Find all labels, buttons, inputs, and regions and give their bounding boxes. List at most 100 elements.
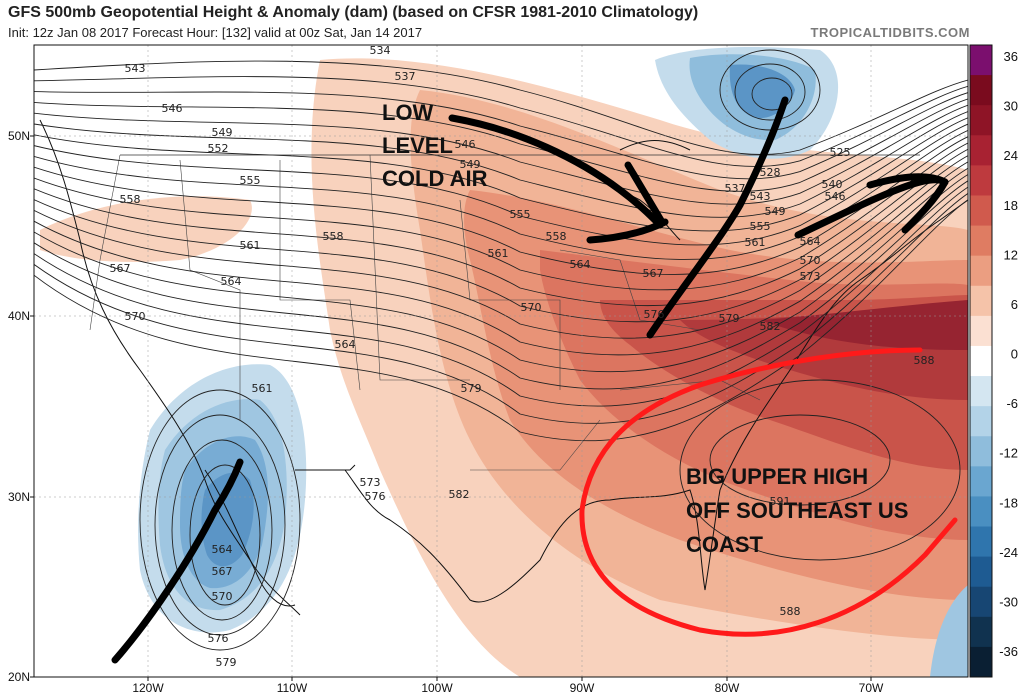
map-subtitle: Init: 12z Jan 08 2017 Forecast Hour: [13… [8,25,423,40]
contour-label: 582 [449,488,470,501]
contour-label: 576 [208,632,229,645]
contour-label: 549 [460,158,481,171]
colorbar [969,44,993,678]
contour-label: 558 [546,230,567,243]
upper-high-circle [579,347,958,637]
high-contour [709,414,891,506]
contour-label: 564 [335,338,356,351]
contour-label: 543 [125,62,146,75]
cold-air-arrow-1-head [586,218,669,244]
high-contour [679,379,961,561]
colorbar-swatch [970,616,992,648]
height-contour [34,91,968,180]
contour-label: 534 [370,44,391,57]
colorbar-label: -6 [1006,396,1018,411]
contour-label: 576 [365,490,386,503]
latitude-axis: 50N 40N 30N 20N [8,129,34,684]
contour-label: 528 [760,166,781,179]
height-contour [34,199,968,442]
contour-label: 567 [212,565,233,578]
height-contour [34,111,968,218]
colorbar-label: -12 [999,446,1018,461]
annotation-low: LOW [382,100,434,125]
colorbar-label: 12 [1004,247,1018,262]
contour-label: 576 [644,308,665,321]
brand-watermark: TROPICALTIDBITS.COM [810,25,970,40]
contour-label: 567 [643,267,664,280]
contour-label: 537 [395,70,416,83]
contour-label: 558 [323,230,344,243]
height-contour [34,174,968,373]
height-contour [34,98,968,192]
contour-label: 579 [461,382,482,395]
annotation-cold-air: COLD AIR [382,166,488,191]
lon-label: 110W [277,681,308,695]
map-frame [33,44,969,678]
lon-label: 100W [421,681,453,695]
colorbar-swatch [970,406,992,437]
colorbar-swatch [970,135,992,166]
low-contour [719,49,821,131]
coastlines [39,119,968,616]
contour-label: 549 [765,205,786,218]
contour-label: 555 [240,174,261,187]
colorbar-label: 24 [1004,148,1018,163]
contour-label: 549 [212,126,233,139]
colorbar-swatch [970,225,992,257]
colorbar-swatch [970,496,992,528]
height-contour [34,76,968,167]
contour-label: 546 [825,190,846,203]
graticule [34,45,968,677]
height-contour [34,186,968,407]
contour-label: 561 [252,382,273,395]
colorbar-swatch [970,285,992,317]
colorbar-frame [969,44,993,678]
contour-label: 564 [570,258,591,271]
contour-label: 552 [208,142,229,155]
contour-label: 567 [110,262,131,275]
colorbar-swatch [970,586,992,618]
contour-label: 561 [240,239,261,252]
colorbar-swatch [970,556,992,588]
colorbar-swatch [970,165,992,196]
colorbar-label: 0 [1011,347,1018,362]
colorbar-label: -36 [999,644,1018,659]
colorbar-swatch [970,195,992,227]
height-contour [34,155,968,323]
contour-label: 525 [830,146,851,159]
height-contour [34,161,968,339]
low-contour [139,389,301,651]
colorbar-labels: 36 30 24 18 12 6 0 -6 -12 -18 -24 -30 -36 [999,49,1018,659]
height-contour [34,117,968,232]
lat-label: 20N [8,670,30,684]
longitude-axis: 120W 110W 100W 90W 80W 70W [132,677,884,695]
low-contour [171,439,273,621]
colorbar-label: 18 [1004,198,1018,213]
contour-label: 543 [750,190,771,203]
colorbar-label: -30 [999,594,1018,609]
cold-air-arrow-1-head-b [624,161,666,226]
contour-label: 573 [360,476,381,489]
contour-label: 570 [521,301,542,314]
contour-label: 561 [745,236,766,249]
lon-label: 90W [570,681,595,695]
height-contour [34,60,968,156]
contour-label: 558 [120,193,141,206]
contour-label: 588 [780,605,801,618]
colorbar-label: 6 [1011,297,1018,312]
contour-label: 579 [719,312,740,325]
height-contour [34,142,968,291]
contour-label: 582 [760,320,781,333]
annotation-upper-high-1: BIG UPPER HIGH [686,464,868,489]
lon-label: 120W [132,681,164,695]
contour-label: 570 [212,590,233,603]
contour-label: 591 [770,495,791,508]
low-contour [154,414,286,636]
colorbar-swatch [970,646,992,678]
northeast-arrow-head [866,173,949,234]
height-contour [34,180,968,390]
contour-label: 561 [488,247,509,260]
contour-label: 570 [800,254,821,267]
colorbar-label: 30 [1004,99,1018,114]
